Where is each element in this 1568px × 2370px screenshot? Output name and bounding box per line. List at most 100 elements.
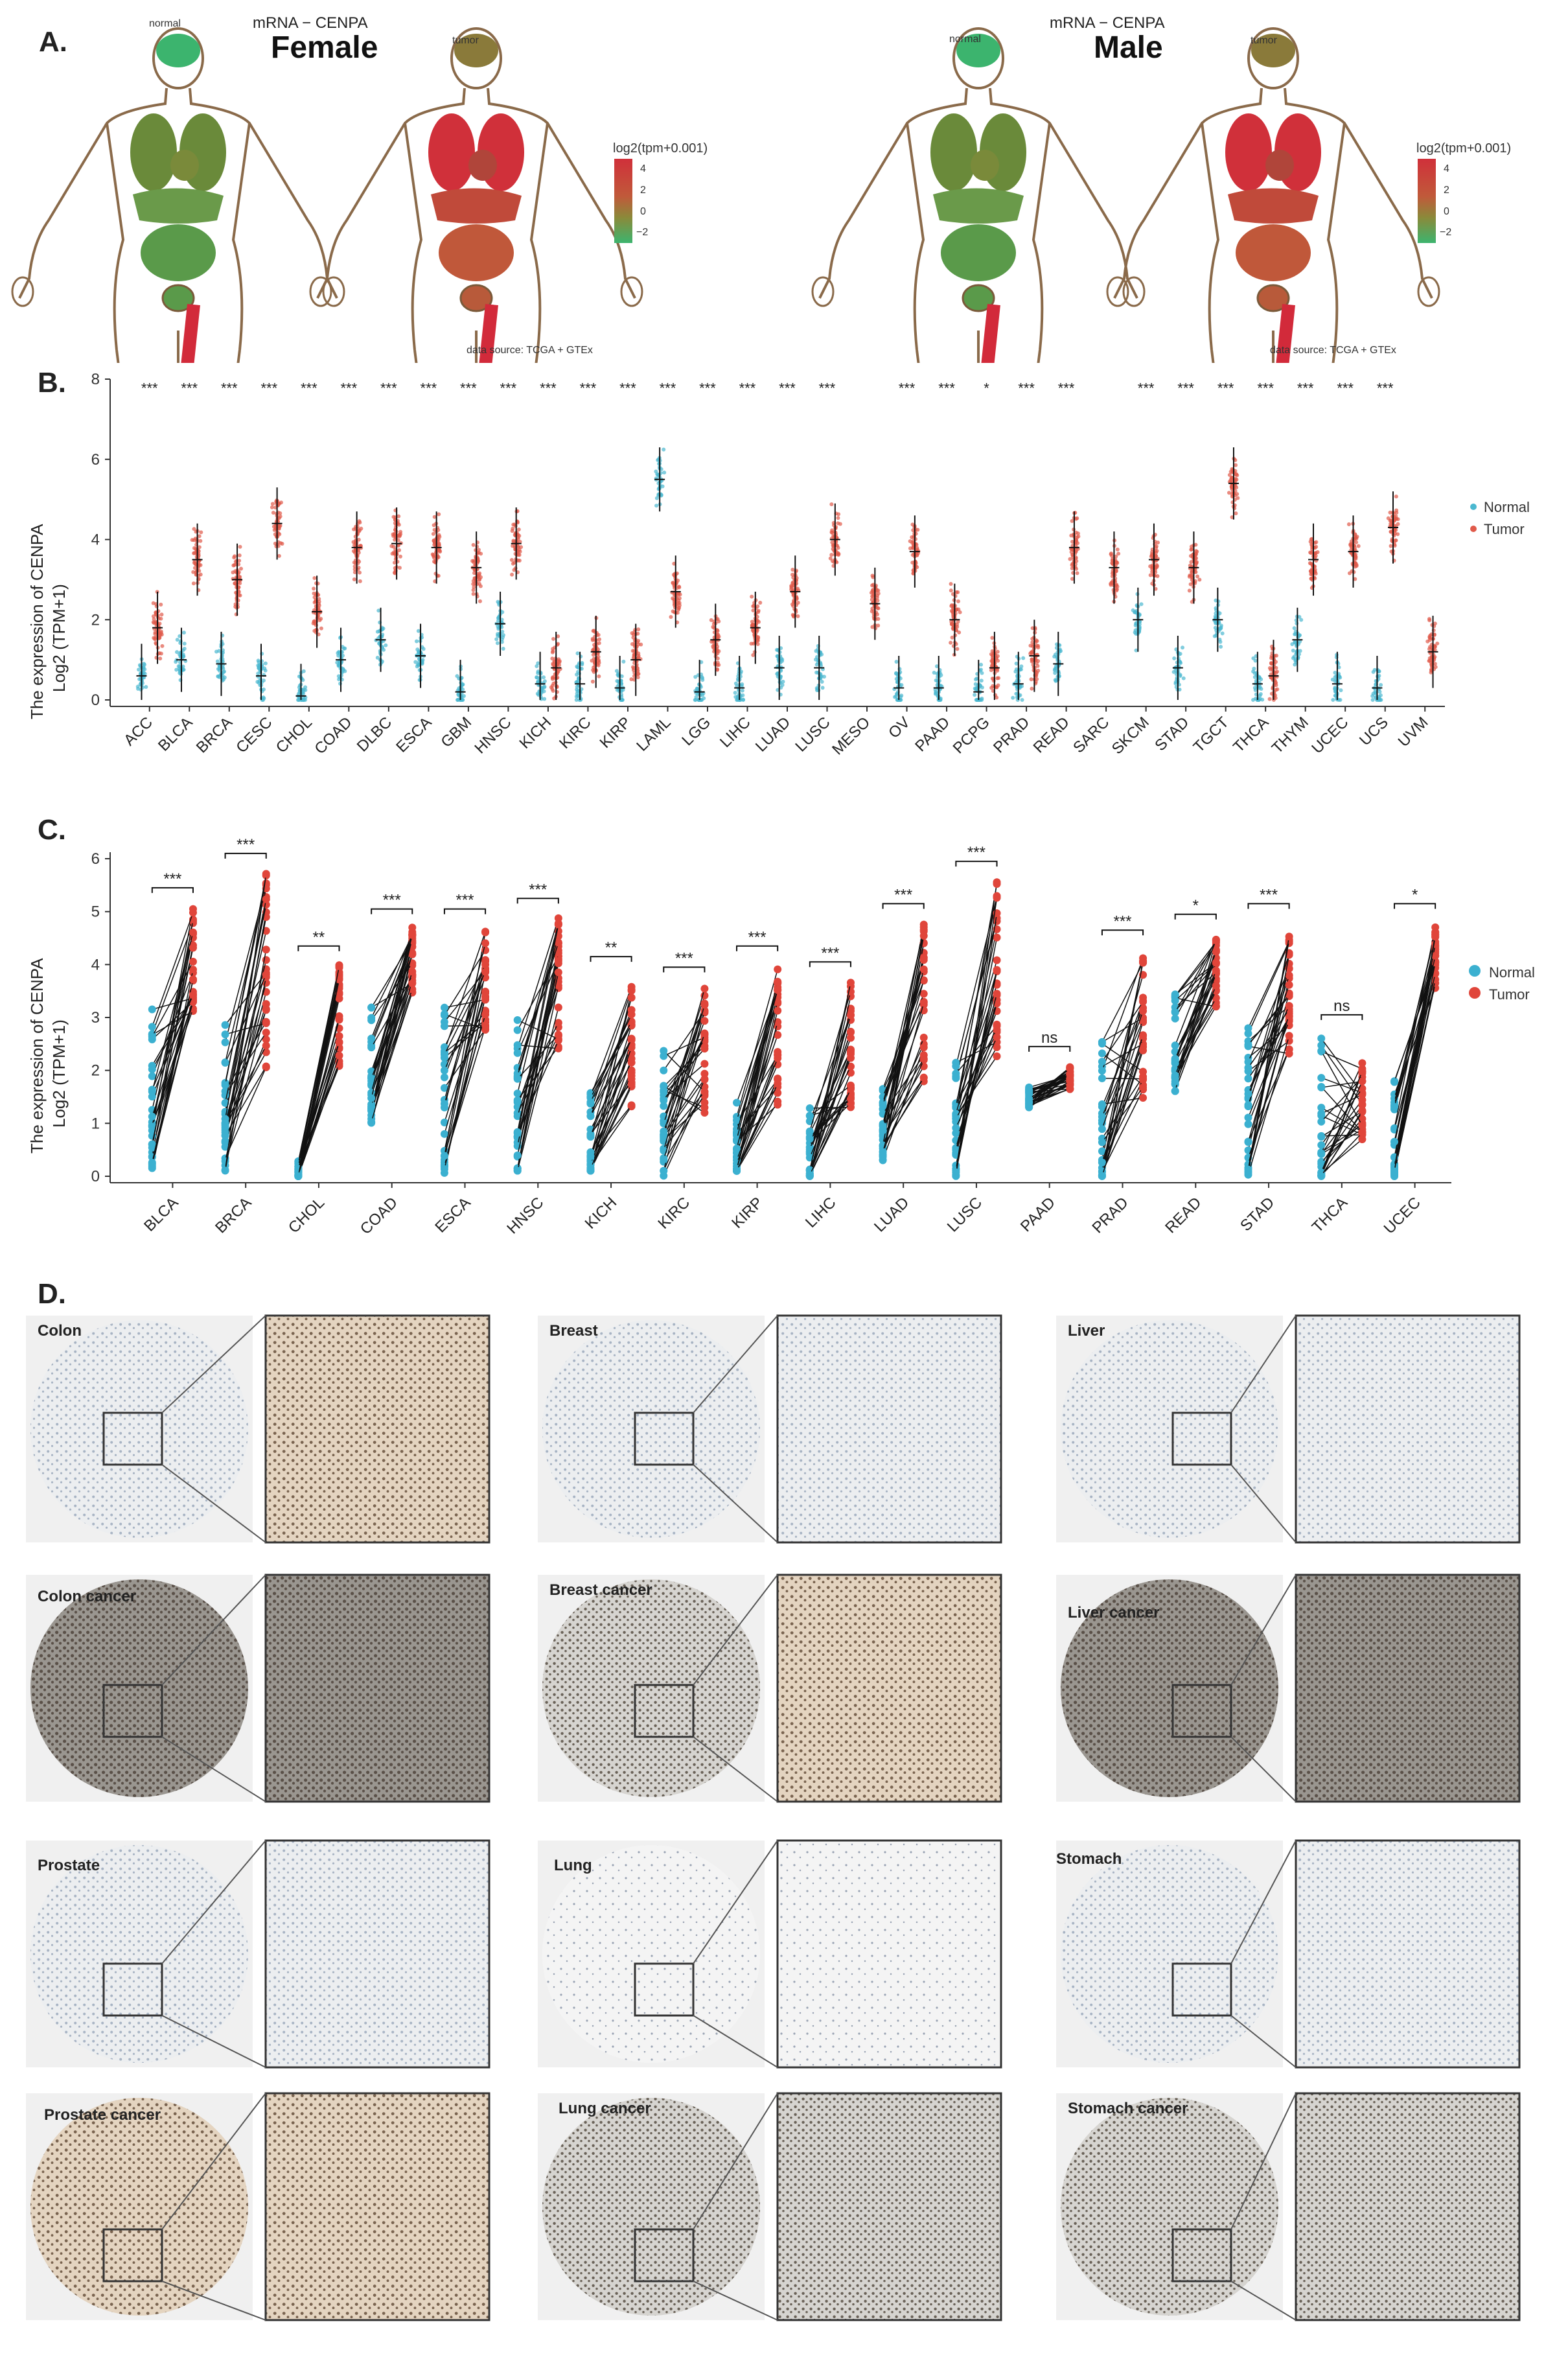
panel-c-pair-line [1101, 1079, 1144, 1163]
panel-c-significance: *** [163, 870, 181, 888]
panel-b-normal-point [1133, 630, 1137, 634]
panel-b-tumor-point [160, 644, 165, 648]
panel-b-tumor-point [957, 630, 962, 634]
panel-c-tumor-point [481, 995, 490, 1004]
panel-b-tumor-point [550, 675, 555, 680]
panel-b-normal-point [182, 642, 187, 646]
panel-c-normal-point [660, 1066, 668, 1075]
panel-b-tumor-point [1188, 582, 1193, 587]
panel-c-pair-line [1028, 1084, 1070, 1107]
panel-b-tumor-point [1347, 571, 1352, 575]
panel-c-pair-line [663, 1086, 706, 1176]
panel-b-tumor-point [1309, 542, 1314, 547]
panel-b-ytick-label: 6 [91, 451, 100, 469]
panel-b-normal-point [1020, 698, 1024, 702]
panel-c-pair-line [1175, 945, 1217, 997]
panel-c-pair-line [590, 1104, 632, 1157]
panel-b-tumor-point [192, 527, 196, 531]
female-subtitle: mRNA − CENPA [253, 14, 368, 32]
male-tumor-body-marrow [1274, 303, 1295, 363]
panel-c-pair-line [1175, 970, 1217, 1076]
panel-b-tumor-point [954, 622, 959, 627]
panel-b-tumor-point [319, 626, 323, 631]
panel-c-normal-point [440, 1084, 448, 1092]
panel-b-tumor-point [478, 575, 483, 579]
panel-c-pair-line [444, 964, 486, 1048]
male-tumor-body-outline [1113, 87, 1433, 299]
male-tumor-body-torso [1201, 122, 1346, 351]
panel-b-normal-point [780, 683, 785, 688]
panel-b-normal-point [662, 471, 667, 475]
panel-b-normal-point [733, 690, 737, 695]
panel-b-normal-point [217, 668, 222, 673]
panel-c-tumor-point [189, 975, 197, 984]
panel-c-bracket [663, 966, 706, 973]
panel-c-tumor-point [627, 1017, 636, 1026]
panel-c-pair-line [371, 982, 413, 1008]
panel-c-tumor-point [408, 979, 417, 988]
panel-b-normal-point [980, 696, 984, 701]
panel-b-significance: *** [779, 380, 796, 396]
panel-c-tumor-point [774, 1048, 782, 1056]
panel-b-normal-point [221, 666, 225, 671]
panel-c-normal-point [952, 1114, 960, 1122]
panel-c-significance: *** [236, 836, 255, 854]
panel-c-significance: ns [1041, 1029, 1057, 1047]
panel-b-xtick-label: LGG [678, 714, 714, 749]
panel-c-normal-point [879, 1101, 887, 1109]
panel-b-tumor-point [1349, 542, 1354, 547]
panel-b-tumor-point [629, 677, 634, 682]
panel-b-tumor-point [997, 676, 1001, 680]
panel-b-normal-point [575, 651, 580, 656]
panel-b-tumor-point [152, 621, 156, 625]
panel-c-pair-line [590, 1010, 632, 1117]
panel-b-normal-point [501, 647, 505, 651]
panel-b-tumor-point [1309, 561, 1313, 566]
panel-b-tumor-point [1353, 532, 1357, 537]
male-normal-body-liver [933, 188, 1024, 224]
panel-b-normal-point [973, 686, 977, 691]
panel-c-normal-point [221, 1058, 229, 1067]
panel-b-normal-point [139, 688, 143, 692]
panel-c-pair-line [882, 1054, 925, 1115]
panel-b-tumor-point [676, 593, 680, 598]
panel-c-bracket [371, 908, 413, 914]
panel-b-significance: *** [699, 380, 716, 396]
panel-b-xtick-label: KIRP [596, 714, 634, 752]
panel-b-tumor-point [1148, 573, 1153, 577]
panel-b-tumor-point [316, 593, 320, 598]
panel-c-pair-line [1101, 1007, 1144, 1108]
panel-c-normal-point [1098, 1038, 1106, 1046]
panel-c-tumor-point [1139, 1032, 1147, 1040]
panel-c-tumor-point [627, 1010, 636, 1019]
panel-b-xtick-label: OV [885, 714, 914, 742]
panel-b-normal-point [384, 643, 388, 647]
panel-c-pair-line [736, 1101, 778, 1172]
panel-b-tumor-point [1308, 550, 1313, 555]
panel-b-significance: *** [421, 380, 437, 396]
panel-c-normal-point [1098, 1125, 1106, 1133]
panel-b-tumor-point [397, 522, 401, 527]
panel-b-tumor-point [354, 538, 358, 542]
panel-c-tumor-point [919, 956, 928, 964]
panel-b-normal-point [580, 660, 584, 665]
panel-c-xtick-label: LUAD [871, 1194, 912, 1235]
panel-b-normal-point [215, 659, 220, 664]
panel-b-normal-point [413, 660, 418, 664]
panel-b-xtick-label: ESCA [393, 714, 435, 756]
female-data-source: data source: TCGA + GTEx [467, 345, 593, 356]
panel-c-normal-point [1244, 1120, 1252, 1128]
female-tumor-body-hand-l [309, 276, 332, 307]
male-normal-body [811, 27, 1146, 363]
panel-c-normal-point [1098, 1138, 1106, 1146]
panel-c-tumor-point [554, 1003, 562, 1012]
panel-c-pair-line [1101, 1020, 1144, 1117]
panel-b-tumor-point [1389, 529, 1394, 534]
panel-c-pair-line [444, 931, 486, 1052]
panel-c-normal-point [733, 1098, 741, 1107]
panel-b-significance: *** [380, 380, 397, 396]
panel-c-pair-line [517, 1044, 559, 1049]
panel-c-tumor-point [189, 909, 197, 917]
panel-c-pair-line [882, 980, 925, 1089]
panel-b-tumor-point [1193, 549, 1198, 553]
